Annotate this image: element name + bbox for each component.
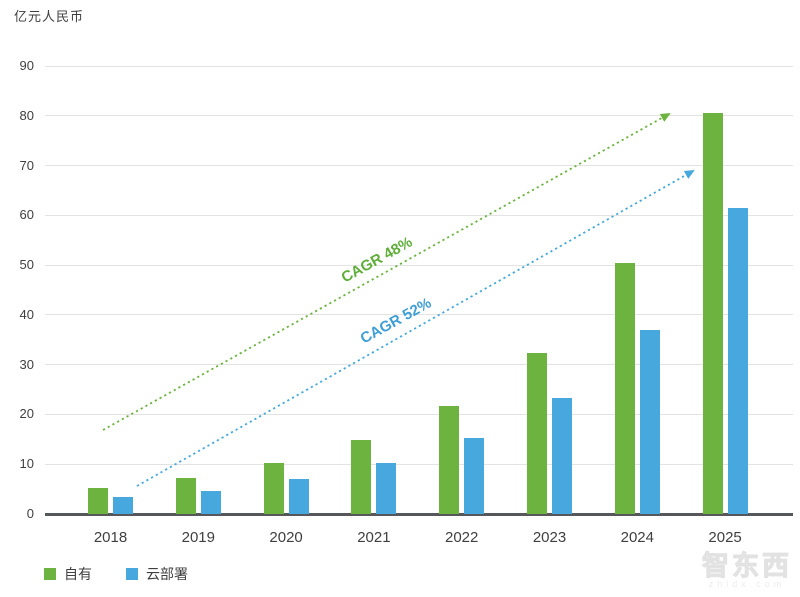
x-axis-tick-label: 2019 bbox=[181, 529, 215, 546]
bar-cloud bbox=[376, 463, 397, 514]
bar-cloud bbox=[464, 438, 485, 514]
x-axis-tick-label: 2018 bbox=[93, 529, 128, 546]
y-axis-tick-label: 30 bbox=[19, 356, 34, 372]
y-axis-tick-label: 10 bbox=[19, 456, 34, 472]
gridline bbox=[45, 214, 793, 216]
legend-item-cloud: 云部署 bbox=[126, 564, 188, 584]
watermark: 智东西 zhidx.com bbox=[702, 551, 792, 589]
cagr-label-own: CAGR 48% bbox=[338, 233, 416, 287]
gridline bbox=[45, 165, 793, 167]
bar-own bbox=[702, 113, 723, 514]
legend-label-own: 自有 bbox=[64, 566, 92, 582]
x-axis-tick-label: 2020 bbox=[269, 529, 303, 546]
bar-own bbox=[263, 463, 284, 514]
y-axis-tick-label: 50 bbox=[19, 257, 34, 273]
bar-cloud bbox=[113, 497, 133, 514]
legend-swatch-cloud bbox=[126, 568, 138, 580]
y-axis-tick-label: 80 bbox=[19, 107, 34, 123]
bar-cloud bbox=[639, 330, 660, 514]
y-axis-tick-label: 40 bbox=[19, 306, 34, 322]
x-axis-tick-label: 2023 bbox=[532, 529, 567, 546]
gridline bbox=[45, 413, 793, 415]
legend-swatch-own bbox=[44, 568, 56, 580]
watermark-domain-text: zhidx.com bbox=[708, 579, 786, 589]
bar-own bbox=[614, 263, 635, 514]
gridline bbox=[45, 264, 793, 266]
y-axis-tick-label: 60 bbox=[19, 207, 34, 223]
gridline bbox=[45, 364, 793, 366]
gridline bbox=[45, 463, 793, 465]
x-axis-line bbox=[45, 513, 793, 516]
bar-cloud bbox=[552, 398, 572, 514]
y-axis-tick-label: 0 bbox=[26, 506, 34, 521]
legend-item-own: 自有 bbox=[44, 564, 92, 584]
y-axis-tick-label: 70 bbox=[19, 157, 34, 173]
bar-own bbox=[351, 440, 372, 514]
y-axis-tick-label: 20 bbox=[19, 406, 34, 422]
gridline bbox=[45, 115, 793, 117]
bar-cloud bbox=[288, 479, 309, 514]
x-axis-tick-label: 2025 bbox=[708, 529, 742, 546]
x-axis-tick-label: 2021 bbox=[357, 529, 391, 546]
cagr-label-cloud: CAGR 52% bbox=[357, 294, 435, 348]
bar-cloud bbox=[727, 208, 748, 514]
bar-own bbox=[88, 488, 108, 514]
legend: 自有 云部署 bbox=[44, 564, 188, 584]
bar-own bbox=[175, 478, 196, 514]
legend-label-cloud: 云部署 bbox=[146, 566, 188, 582]
bar-cloud bbox=[200, 491, 221, 514]
cagr-arrow-cloud bbox=[136, 170, 695, 487]
x-axis-tick-label: 2024 bbox=[620, 529, 654, 546]
y-axis-tick-label: 90 bbox=[19, 58, 34, 73]
bar-own bbox=[439, 406, 460, 514]
gridline bbox=[45, 65, 793, 67]
x-axis-tick-label: 2022 bbox=[445, 529, 479, 546]
cagr-arrow-own bbox=[102, 113, 671, 431]
bar-own bbox=[527, 353, 547, 514]
y-axis-unit-label: 亿元人民币 bbox=[14, 9, 85, 24]
watermark-logo-text: 智东西 bbox=[702, 551, 792, 581]
